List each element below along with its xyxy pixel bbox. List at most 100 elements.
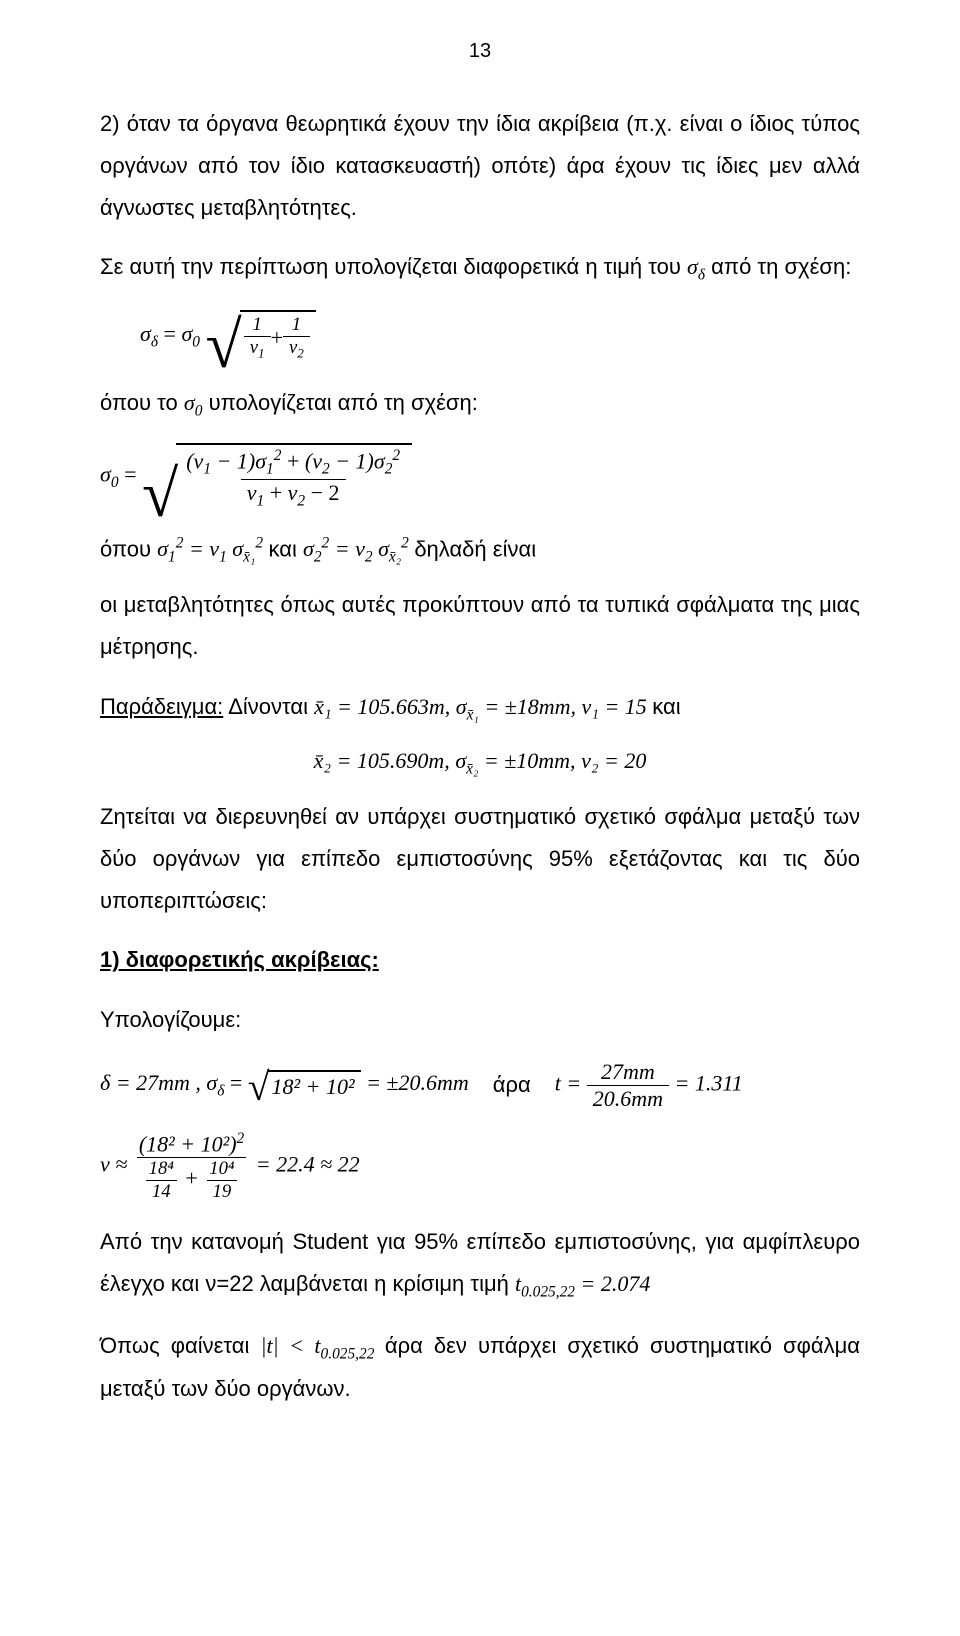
example-given-word: Δίνονται <box>228 694 314 719</box>
f1-frac1-den: ν <box>250 337 258 358</box>
f1-frac2-num: 1 <box>292 314 301 335</box>
f2-s1: σ <box>157 536 168 561</box>
f2-s2-sxsub: x̄₂ <box>389 548 401 565</box>
calc-nu: ν ≈ (18² + 10²)2 18⁴ 14 + 10⁴ 19 <box>100 1130 860 1203</box>
ex-sx1-sub: x̄₁ <box>467 706 479 723</box>
f2-s2-nusub: 2 <box>365 548 373 565</box>
nu-den-b-den: 19 <box>213 1181 232 1202</box>
cl-res: = ±20.6mm <box>366 1070 469 1095</box>
f2-num-p2-ssup: 2 <box>392 447 400 464</box>
sigma-delta-sym: σ <box>687 254 698 279</box>
f1-eq: = <box>164 321 182 346</box>
page: 13 2) όταν τα όργανα θεωρητικά έχουν την… <box>0 0 960 1636</box>
ex-x1: x̄₁ = 105.663m, <box>314 694 456 719</box>
laf1-suffix: υπολογίζεται από τη σχέση: <box>209 390 478 415</box>
cl-sigma: σ <box>206 1070 217 1095</box>
ex-x2: x̄₂ = 105.690m, <box>314 748 456 773</box>
compute-label: Υπολογίζουμε: <box>100 999 860 1041</box>
f2-num-p1-ssup: 2 <box>274 447 282 464</box>
cl-delta: δ = 27mm , <box>100 1070 206 1095</box>
f2-num-p2-rest: − 1)σ <box>330 449 385 474</box>
nu-num: (18² + 10²) <box>139 1131 237 1156</box>
f2-num-p2: (ν <box>305 449 322 474</box>
conc-prefix: Όπως φαίνεται <box>100 1333 260 1358</box>
f2-frac: (ν1 − 1)σ12 + (ν2 − 1)σ22 ν1 + ν2 − 2 <box>180 447 406 510</box>
example-line: Παράδειγμα: Δίνονται x̄₁ = 105.663m, σx̄… <box>100 686 860 730</box>
ex-nu1: ν₁ = 15 <box>582 694 647 719</box>
surd-icon: √ <box>248 1076 270 1100</box>
question: Ζητείται να διερευνηθεί αν υπάρχει συστη… <box>100 796 860 921</box>
student-prefix: Από την κατανομή Student για 95% επίπεδο… <box>100 1229 860 1296</box>
intro-para-2: Σε αυτή την περίπτωση υπολογίζεται διαφο… <box>100 246 860 290</box>
calc-delta-sigma-t: δ = 27mm , σδ = √ 18² + 10² = ±20.6mm άρ… <box>100 1059 860 1112</box>
f2-s2-eq: = ν <box>335 536 365 561</box>
f2-s1-nusub: 1 <box>219 548 227 565</box>
f2-den-nu1-sub: 1 <box>257 493 265 510</box>
formula-sigma-delta: σδ = σ0 √ 1 ν1 + 1 ν2 <box>100 310 860 362</box>
case1-head-text: 1) διαφορετικής ακρίβειας: <box>100 947 379 972</box>
f1-lhs-sub: δ <box>151 333 158 350</box>
example-label: Παράδειγμα: <box>100 694 223 719</box>
page-number: 13 <box>100 40 860 63</box>
case1-head: 1) διαφορετικής ακρίβειας: <box>100 939 860 981</box>
f2-s1-sup: 2 <box>176 535 184 552</box>
f2-and: και <box>269 536 303 561</box>
cl-sqin: 18² + 10² <box>272 1074 355 1100</box>
ex-sx2-val: = ±10mm, <box>478 748 581 773</box>
f2-num-p1: (ν <box>186 449 203 474</box>
f2-s1-sxsub: x̄₁ <box>243 548 255 565</box>
f2-s2-sxsup: 2 <box>401 535 409 552</box>
nu-den-a: 18⁴ 14 <box>143 1158 180 1203</box>
intro-2-suffix: από τη σχέση: <box>711 254 851 279</box>
f2-s1-sxsup: 2 <box>255 535 263 552</box>
cl-t-res: = 1.311 <box>674 1070 742 1095</box>
f2-num-p2-sub: 2 <box>322 461 330 478</box>
intro-2-prefix: Σε αυτή την περίπτωση υπολογίζεται διαφο… <box>100 254 687 279</box>
laf1-sigma: σ <box>184 390 195 415</box>
f2-den-minus2: − 2 <box>311 480 340 505</box>
f2-tail: δηλαδή είναι <box>414 536 536 561</box>
f2-den-nu2-sub: 2 <box>297 493 305 510</box>
ex-and: και <box>652 694 680 719</box>
f2-den-nu1: ν <box>247 480 257 505</box>
nu-sym: ν ≈ <box>100 1152 133 1177</box>
student-line: Από την κατανομή Student για 95% επίπεδο… <box>100 1221 860 1306</box>
f2-num-p1-rest: − 1)σ <box>211 449 266 474</box>
f2-s2-sup: 2 <box>322 535 330 552</box>
ex-sx1-val: = ±18mm, <box>479 694 582 719</box>
f2-where: όπου <box>100 536 157 561</box>
f1-frac2-den-sub: 2 <box>297 346 304 361</box>
ex-sx2-sub: x̄₂ <box>466 760 478 777</box>
formula-sigma0: σ0 = √ (ν1 − 1)σ12 + (ν2 − 1)σ22 ν1 + <box>100 443 860 566</box>
f2-num-p1-sub: 1 <box>203 461 211 478</box>
cl-sigma-sub: δ <box>217 1083 224 1100</box>
tcrit-sub: 0.025,22 <box>521 1283 575 1300</box>
f2-lhs-sub: 0 <box>111 474 119 491</box>
cl-t: t = <box>555 1070 587 1095</box>
after-f2: οι μεταβλητότητες όπως αυτές προκύπτουν … <box>100 584 860 668</box>
f2-den-plus: + <box>270 480 288 505</box>
f2-eq: = <box>124 462 142 487</box>
laf1-prefix: όπου το <box>100 390 184 415</box>
cl-t-frac: 27mm 20.6mm <box>587 1059 669 1112</box>
f1-sqrt: √ 1 ν1 + 1 ν2 <box>206 310 316 362</box>
f1-plus: + <box>271 325 283 351</box>
line-after-f1: όπου το σ0 υπολογίζεται από τη σχέση: <box>100 382 860 426</box>
f1-rhs-sub: 0 <box>192 333 200 350</box>
cl-t-den: 20.6mm <box>593 1086 663 1111</box>
nu-den-plus: + <box>185 1166 203 1191</box>
nu-den-b: 10⁴ 19 <box>203 1158 240 1203</box>
f1-lhs-sigma: σ <box>140 321 151 346</box>
f2-s2-sx: σ <box>378 536 389 561</box>
conc-ltsub: 0.025,22 <box>321 1345 375 1362</box>
f1-frac1-den-sub: 1 <box>258 346 265 361</box>
nu-num-sup: 2 <box>237 1130 245 1147</box>
f1-frac1: 1 ν1 <box>244 314 271 362</box>
intro-para-1: 2) όταν τα όργανα θεωρητικά έχουν την ίδ… <box>100 103 860 228</box>
cl-eq: = <box>230 1070 248 1095</box>
laf1-sub: 0 <box>195 402 203 419</box>
nu-den-b-num: 10⁴ <box>209 1158 234 1179</box>
f2-lhs: σ <box>100 462 111 487</box>
cl-t-num: 27mm <box>601 1059 655 1084</box>
ex-sx2: σ <box>455 748 466 773</box>
